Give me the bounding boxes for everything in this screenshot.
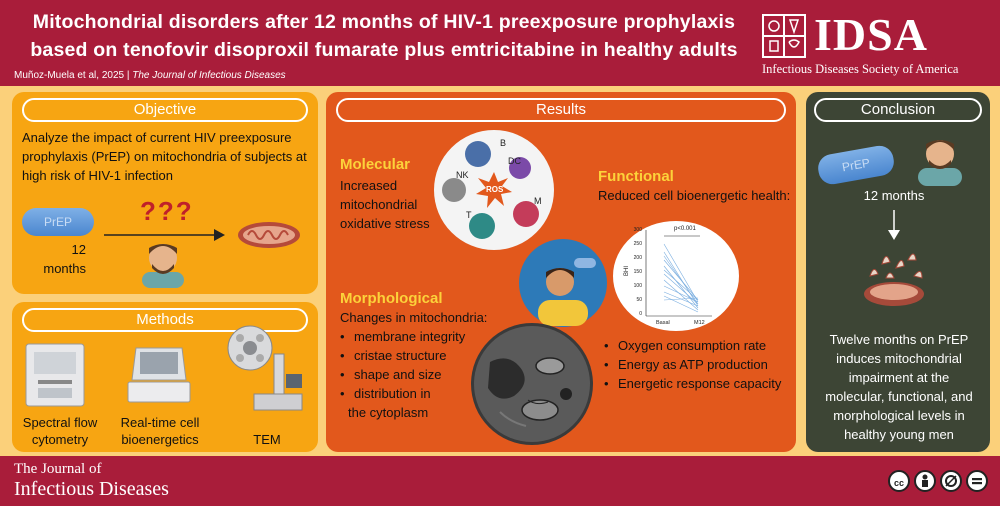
molecular-text: Increased mitochondrial oxidative stress (340, 178, 430, 231)
mitochondrion-icon (238, 222, 300, 248)
idsa-emblem-icon (762, 14, 806, 58)
morphological-bullet: membrane integrity (340, 327, 470, 346)
bhi-ytick: 300 (633, 227, 642, 233)
header-banner: Mitochondrial disorders after 12 months … (0, 0, 1000, 86)
morphological-heading: Morphological (340, 290, 443, 307)
bhi-xtick-m12: M12 (694, 320, 705, 326)
morphological-bullet: shape and size (340, 365, 470, 384)
prep-pill-icon: PrEP (22, 208, 94, 236)
conclusion-man-avatar-icon (918, 140, 962, 186)
bhi-ytick: 100 (633, 283, 642, 289)
page-title: Mitochondrial disorders after 12 months … (30, 11, 738, 61)
functional-bullets: Oxygen consumption rate Energy as ATP pr… (604, 336, 794, 393)
bioenergetics-analyzer-icon (127, 347, 191, 403)
bhi-ylabel: BHI (624, 265, 631, 277)
bhi-ytick: 250 (633, 241, 642, 247)
byline: Muñoz-Muela et al, 2025 | The Journal of… (14, 70, 286, 81)
functional-heading: Functional (598, 168, 674, 185)
conclusion-duration: 12 months (863, 188, 925, 203)
methods-heading: Methods (22, 308, 308, 332)
morphological-bullet: distribution in (340, 384, 470, 403)
tem-micrograph-image (471, 323, 593, 445)
objective-heading: Objective (22, 98, 308, 122)
cc-icon[interactable]: cc (888, 470, 910, 492)
morphological-bullets: membrane integrity cristae structure sha… (340, 327, 470, 403)
bhi-ytick: 200 (633, 255, 642, 261)
cell-label-t: T (466, 210, 472, 220)
cell-label-dc: DC (508, 156, 521, 166)
conclusion-panel (806, 92, 990, 452)
tem-microscope-icon (227, 325, 303, 411)
arrow-down-icon (888, 210, 900, 240)
bhi-ytick: 0 (639, 311, 642, 317)
functional-bullet: Energy as ATP production (604, 355, 794, 374)
morphological-intro: Changes in mitochondria: (340, 310, 488, 325)
bhi-chart (613, 221, 739, 331)
idsa-logo-subtitle: Infectious Diseases Society of America (762, 62, 959, 76)
footer-banner: The Journal of Infectious Diseases cc (0, 456, 1000, 506)
method-label-bioenergetics: Real-time cell bioenergetics (120, 415, 200, 447)
bhi-xtick-basal: Basal (656, 320, 670, 326)
functional-text: Reduced cell bioenergetic health: (598, 188, 791, 203)
bhi-ytick: 150 (633, 269, 642, 275)
person-in-circle-icon (519, 239, 607, 327)
conclusion-text: Twelve months on PrEP induces mitochondr… (825, 332, 973, 442)
molecular-heading: Molecular (340, 156, 411, 173)
authors: Muñoz-Muela et al, 2025 (14, 70, 125, 81)
by-icon[interactable] (914, 470, 936, 492)
idsa-logo-word: IDSA (814, 9, 928, 60)
morphological-bullet: cristae structure (340, 346, 470, 365)
nc-icon[interactable] (966, 470, 988, 492)
arrow-right-icon (104, 229, 225, 241)
objective-text: Analyze the impact of current HIV preexp… (22, 130, 307, 183)
question-marks: ??? (140, 196, 194, 226)
journal-name: The Journal of Infectious Diseases (132, 70, 286, 81)
flow-cytometer-icon (25, 343, 85, 407)
results-heading: Results (336, 98, 786, 122)
method-label-tem: TEM (253, 432, 281, 447)
bhi-ytick: 50 (636, 297, 642, 303)
cell-label-nk: NK (456, 170, 469, 180)
conclusion-heading: Conclusion (814, 98, 982, 122)
damaged-mitochondrion-icon (864, 253, 924, 306)
functional-bullet: Oxygen consumption rate (604, 336, 794, 355)
cell-label-m: M (534, 196, 542, 206)
footer-journal-line1: The Journal of (14, 461, 102, 477)
objective-duration: 12 months (43, 242, 86, 276)
nd-icon[interactable] (940, 470, 962, 492)
man-avatar-icon (142, 244, 184, 288)
morphological-last-line: the cytoplasm (348, 405, 429, 420)
method-label-flow: Spectral flow cytometry (22, 415, 98, 447)
conclusion-pill-label: PrEP (840, 155, 872, 175)
idsa-logo[interactable]: IDSA Infectious Diseases Society of Amer… (762, 9, 990, 78)
byline-separator: | (126, 70, 130, 81)
immune-cells-ros-icon (434, 130, 554, 250)
prep-pill-label: PrEP (43, 215, 72, 229)
cell-label-b: B (500, 138, 507, 148)
ros-label: ROS (486, 185, 504, 194)
footer-journal-line2: Infectious Diseases (14, 478, 169, 500)
bhi-pvalue: p<0.001 (674, 226, 696, 232)
bhi-paired-lines (645, 230, 712, 317)
functional-bullet: Energetic response capacity (604, 374, 794, 393)
